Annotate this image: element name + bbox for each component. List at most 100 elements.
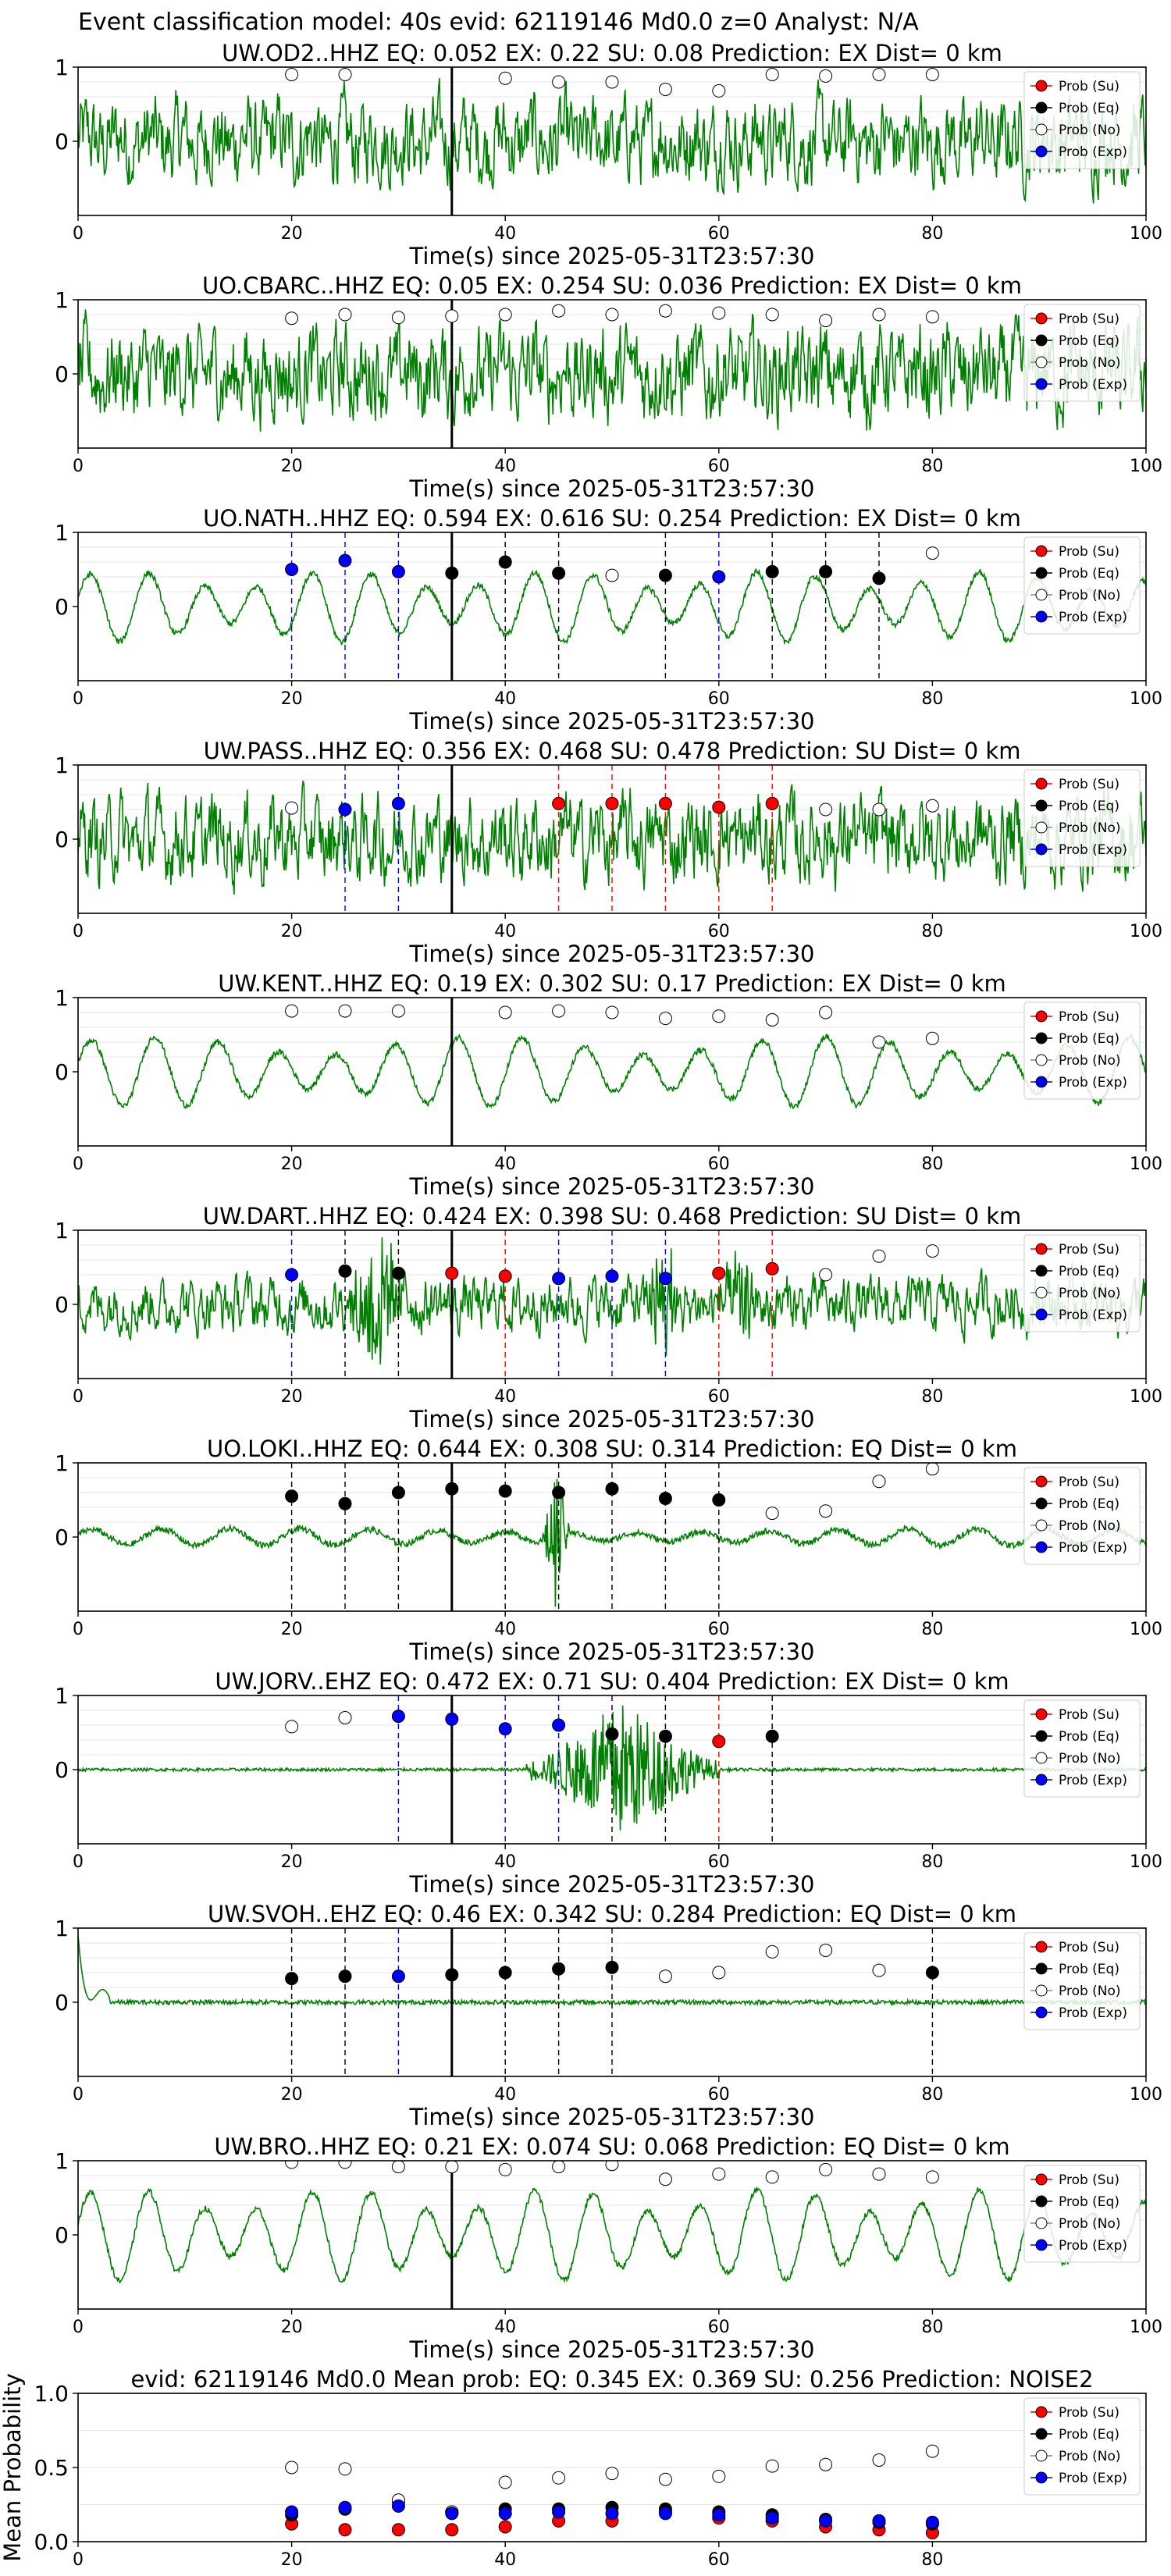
prob-marker-exp	[391, 564, 405, 578]
x-tick-label: 100	[1130, 2085, 1162, 2105]
x-axis-label: Time(s) since 2025-05-31T23:57:30	[409, 2336, 815, 2363]
legend-box	[1023, 71, 1141, 169]
x-tick-label: 0	[73, 1387, 84, 1407]
prob-marker-no	[391, 2161, 405, 2174]
legend-label-no: Prob (No)	[1059, 1518, 1121, 1534]
legend-marker-no	[1035, 1984, 1048, 1997]
mean-prob-point-no	[819, 2457, 833, 2471]
prob-marker-eq	[658, 1729, 672, 1743]
prob-marker-no	[658, 83, 672, 96]
legend-marker-eq	[1035, 1497, 1048, 1510]
prob-marker-eq	[605, 1482, 619, 1496]
panel-title: UW.OD2..HHZ EQ: 0.052 EX: 0.22 SU: 0.08 …	[222, 40, 1002, 66]
plot-area	[78, 300, 1146, 448]
prob-marker-no	[712, 306, 726, 320]
x-tick-label: 60	[708, 224, 730, 244]
legend-label-exp: Prob (Exp)	[1059, 377, 1127, 393]
prob-marker-no	[925, 546, 939, 560]
prob-marker-su	[658, 796, 672, 810]
x-tick-label: 80	[921, 1620, 943, 1639]
prob-marker-su	[712, 1735, 726, 1749]
prob-marker-no	[712, 1009, 726, 1023]
x-tick-label: 60	[708, 2550, 730, 2570]
y-tick-label: 1	[55, 1916, 69, 1941]
legend: Prob (Su) Prob (Eq) Prob (No) Prob (Exp)	[1023, 71, 1141, 169]
legend-label-no: Prob (No)	[1059, 1286, 1121, 1301]
prob-marker-eq	[605, 1727, 619, 1741]
x-axis-label: Time(s) since 2025-05-31T23:57:30	[409, 708, 815, 735]
legend-marker-eq	[1035, 1730, 1048, 1742]
legend-marker-eq	[1035, 334, 1048, 347]
legend-label-su: Prob (Su)	[1059, 2405, 1119, 2421]
mean-prob-point-exp	[445, 2507, 459, 2521]
plot-area	[78, 1928, 1146, 2076]
x-tick-label: 20	[281, 457, 303, 476]
waveform-trace	[78, 2186, 1146, 2284]
panel-8: UW.JORV..EHZ EQ: 0.472 EX: 0.71 SU: 0.40…	[55, 1668, 1162, 1898]
mean-prob-point-su	[391, 2523, 405, 2537]
prob-marker-eq	[552, 1962, 566, 1976]
prob-marker-no	[498, 1005, 512, 1019]
prob-marker-exp	[338, 802, 352, 817]
panel-1: UW.OD2..HHZ EQ: 0.052 EX: 0.22 SU: 0.08 …	[55, 40, 1162, 269]
prob-marker-no	[925, 310, 939, 324]
mean-prob-point-exp	[658, 2507, 672, 2521]
legend-marker-eq	[1035, 2428, 1048, 2440]
plot-area	[78, 1230, 1146, 1379]
plot-area	[78, 67, 1146, 215]
mean-prob-point-exp	[819, 2514, 833, 2528]
x-tick-label: 60	[708, 1620, 730, 1639]
legend-label-eq: Prob (Eq)	[1059, 1031, 1119, 1047]
prob-marker-exp	[552, 1718, 566, 1732]
prob-marker-no	[552, 304, 566, 318]
prob-marker-no	[872, 1963, 886, 1977]
prob-marker-no	[765, 1507, 779, 1521]
prob-marker-no	[498, 308, 512, 322]
prob-marker-eq	[445, 566, 459, 580]
legend-marker-exp	[1035, 2471, 1048, 2484]
x-tick-label: 60	[708, 1387, 730, 1407]
legend-label-no: Prob (No)	[1059, 355, 1121, 371]
prob-marker-no	[285, 68, 299, 81]
prob-marker-exp	[391, 796, 405, 810]
prob-marker-no	[925, 1031, 939, 1045]
legend-marker-no	[1035, 1752, 1048, 1764]
legend: Prob (Su) Prob (Eq) Prob (No) Prob (Exp)	[1023, 1467, 1141, 1565]
y-tick-label: 0	[55, 1525, 69, 1550]
legend-marker-no	[1035, 1519, 1048, 1532]
x-tick-label: 40	[494, 457, 516, 476]
x-tick-label: 80	[921, 922, 943, 941]
x-tick-label: 20	[281, 2318, 303, 2337]
legend-label-no: Prob (No)	[1059, 2449, 1121, 2464]
panel-title: UW.KENT..HHZ EQ: 0.19 EX: 0.302 SU: 0.17…	[218, 970, 1006, 997]
x-tick-label: 60	[708, 1852, 730, 1872]
x-tick-label: 60	[708, 689, 730, 709]
prob-marker-no	[765, 308, 779, 322]
prob-marker-su	[765, 796, 779, 810]
mean-prob-point-su	[445, 2523, 459, 2537]
panel-2: UO.CBARC..HHZ EQ: 0.05 EX: 0.254 SU: 0.0…	[55, 272, 1162, 502]
legend-box	[1023, 1699, 1141, 1798]
prob-marker-no	[552, 2161, 566, 2174]
legend-label-su: Prob (Su)	[1059, 311, 1119, 327]
prob-marker-no	[285, 2161, 299, 2169]
panel-title: UO.LOKI..HHZ EQ: 0.644 EX: 0.308 SU: 0.3…	[207, 1436, 1017, 1462]
prob-marker-eq	[925, 1966, 939, 1980]
prob-marker-no	[658, 304, 672, 318]
legend-label-exp: Prob (Exp)	[1059, 1540, 1127, 1556]
panel-title: UO.NATH..HHZ EQ: 0.594 EX: 0.616 SU: 0.2…	[203, 505, 1021, 532]
legend-marker-su	[1035, 545, 1048, 557]
y-tick-label: 1	[55, 1683, 69, 1709]
panel-title: UO.CBARC..HHZ EQ: 0.05 EX: 0.254 SU: 0.0…	[202, 272, 1022, 299]
plot-area	[78, 2430, 1146, 2540]
legend: Prob (Su) Prob (Eq) Prob (No) Prob (Exp)	[1023, 769, 1141, 867]
x-tick-label: 40	[494, 1852, 516, 1872]
prob-marker-no	[338, 308, 352, 322]
prob-marker-no	[872, 1035, 886, 1049]
legend-label-exp: Prob (Exp)	[1059, 1308, 1127, 1323]
prob-marker-eq	[712, 1493, 726, 1507]
legend-label-no: Prob (No)	[1059, 1984, 1121, 1999]
figure-title: Event classification model: 40s evid: 62…	[78, 9, 919, 36]
prob-marker-su	[605, 796, 619, 810]
prob-marker-eq	[338, 1496, 352, 1510]
